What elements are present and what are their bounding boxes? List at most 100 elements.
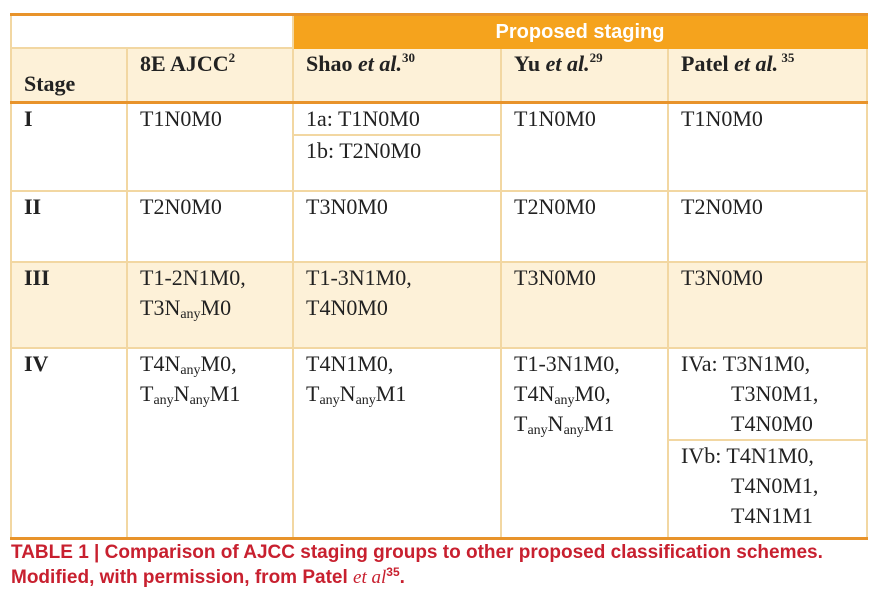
cell-line: TanyNanyM1: [306, 379, 488, 409]
text: 8E AJCC: [140, 51, 229, 76]
cell-line: T1-3N1M0,: [514, 349, 655, 379]
stage-cell: II: [10, 191, 128, 263]
cell-block: IV: [12, 349, 126, 379]
caption-end: .: [399, 567, 405, 588]
cell-block: T3N0M0: [502, 263, 667, 293]
text: 1a: T1N0M0: [306, 106, 420, 131]
cell-line: T4N0M0: [306, 293, 488, 323]
column-header: Patel et al. 35: [667, 48, 868, 104]
text: T1-3N1M0,: [306, 265, 412, 290]
cell-line: 1b: T2N0M0: [306, 136, 488, 166]
text: IV: [24, 351, 49, 376]
text: T3N0M0: [681, 265, 763, 290]
cell-block: T4NanyM0, TanyNanyM1: [128, 349, 292, 409]
cell-block: T1-3N1M0, T4N0M0: [294, 263, 500, 323]
reference: 2: [228, 50, 236, 65]
cell: T1-2N1M0, T3NanyM0: [126, 262, 294, 349]
cell-line: T4N1M1: [681, 501, 854, 531]
text: T3N0M0: [514, 265, 596, 290]
subscript: any: [180, 363, 201, 378]
cell-line: IV: [24, 349, 114, 379]
cell-block: 1b: T2N0M0: [294, 134, 500, 166]
cell-line: T4N1M0,: [306, 349, 488, 379]
cell-line: T3N0M0: [306, 192, 488, 222]
text: T1N0M0: [681, 106, 763, 131]
text: T2N0M0: [514, 194, 596, 219]
table-wrap: Proposed staging Stage 8E AJCC2 Shao et al.…: [10, 13, 868, 540]
staging-table: Proposed staging Stage 8E AJCC2 Shao et al.…: [10, 13, 868, 540]
text: N: [547, 411, 564, 436]
text: T4N: [140, 351, 181, 376]
cell: T4NanyM0, TanyNanyM1: [126, 348, 294, 540]
cell-block: T1N0M0: [669, 104, 866, 134]
italic: et al.: [545, 51, 590, 76]
text: M1: [209, 381, 241, 406]
cell: T1-3N1M0, T4NanyM0, TanyNanyM1: [500, 348, 669, 540]
text: T2N0M0: [681, 194, 763, 219]
stage-cell: III: [10, 262, 128, 349]
text: II: [24, 194, 42, 219]
subscript: any: [319, 393, 340, 408]
text: T4N1M1: [731, 503, 813, 528]
text: 1b: T2N0M0: [306, 138, 422, 163]
cell-block: IVa: T3N1M0, T3N0M1, T4N0M0: [669, 349, 866, 439]
cell-line: Stage: [24, 69, 114, 99]
cell: T2N0M0: [126, 191, 294, 263]
cell-block: T1-3N1M0, T4NanyM0, TanyNanyM1: [502, 349, 667, 439]
reference: 29: [589, 50, 603, 65]
cell-line: 1a: T1N0M0: [306, 104, 488, 134]
caption-italic: et al: [353, 567, 387, 588]
cell-block: T2N0M0: [502, 192, 667, 222]
cell-line: T4NanyM0,: [514, 379, 655, 409]
subscript: any: [180, 307, 201, 322]
text: Shao: [306, 51, 358, 76]
caption-text: TABLE 1 | Comparison of AJCC staging gro…: [11, 542, 823, 588]
cell-line: T3N0M0: [514, 263, 655, 293]
cell: IVa: T3N1M0, T3N0M1, T4N0M0 IVb: T4N1M0, T4N…: [667, 348, 868, 540]
group-header: Proposed staging: [292, 13, 868, 49]
cell-line: TanyNanyM1: [514, 409, 655, 439]
text: N: [339, 381, 356, 406]
cell: T3N0M0: [292, 191, 502, 263]
caption-ref: 35: [386, 565, 400, 579]
blank-cell: [10, 13, 294, 49]
text: T1N0M0: [140, 106, 222, 131]
cell-line: T1-2N1M0,: [140, 263, 280, 293]
cell-line: IVb: T4N1M0,: [681, 441, 854, 471]
cell: T1-3N1M0, T4N0M0: [292, 262, 502, 349]
cell-line: 8E AJCC2: [140, 49, 280, 79]
text: T: [140, 381, 154, 406]
italic: et al.: [357, 51, 402, 76]
cell-line: III: [24, 263, 114, 293]
cell: T3N0M0: [667, 262, 868, 349]
cell: T2N0M0: [667, 191, 868, 263]
cell-line: TanyNanyM1: [140, 379, 280, 409]
caption: TABLE 1 | Comparison of AJCC staging gro…: [11, 540, 871, 590]
body-row: I T1N0M0 1a: T1N0M0 1b: T2N0M0 T1N0M0 T1N0M0: [10, 102, 868, 192]
text: N: [173, 381, 190, 406]
text: M0,: [574, 381, 611, 406]
cell-line: I: [24, 104, 114, 134]
text: T: [306, 381, 320, 406]
cell-line: T1N0M0: [681, 104, 854, 134]
text: T: [514, 411, 528, 436]
cell: T1N0M0: [500, 102, 669, 192]
cell-line: Patel et al. 35: [681, 49, 854, 79]
cell-block: T1N0M0: [128, 104, 292, 134]
cell: T4N1M0, TanyNanyM1: [292, 348, 502, 540]
column-header: Shao et al.30: [292, 48, 502, 104]
cell-block: T4N1M0, TanyNanyM1: [294, 349, 500, 409]
text: T3N0M1,: [731, 381, 819, 406]
text: T4N0M1,: [731, 473, 819, 498]
text: M1: [583, 411, 615, 436]
cell-line: T4NanyM0,: [140, 349, 280, 379]
text: Patel: [681, 51, 735, 76]
header-row: Proposed staging: [10, 13, 868, 49]
cell-line: Shao et al.30: [306, 49, 488, 79]
cell-block: T3N0M0: [294, 192, 500, 222]
header-row: Stage 8E AJCC2 Shao et al.30 Yu et al.29 Pat…: [10, 48, 868, 104]
stage-cell: IV: [10, 348, 128, 540]
column-header: Stage: [10, 48, 128, 104]
cell-block: T3N0M0: [669, 263, 866, 293]
